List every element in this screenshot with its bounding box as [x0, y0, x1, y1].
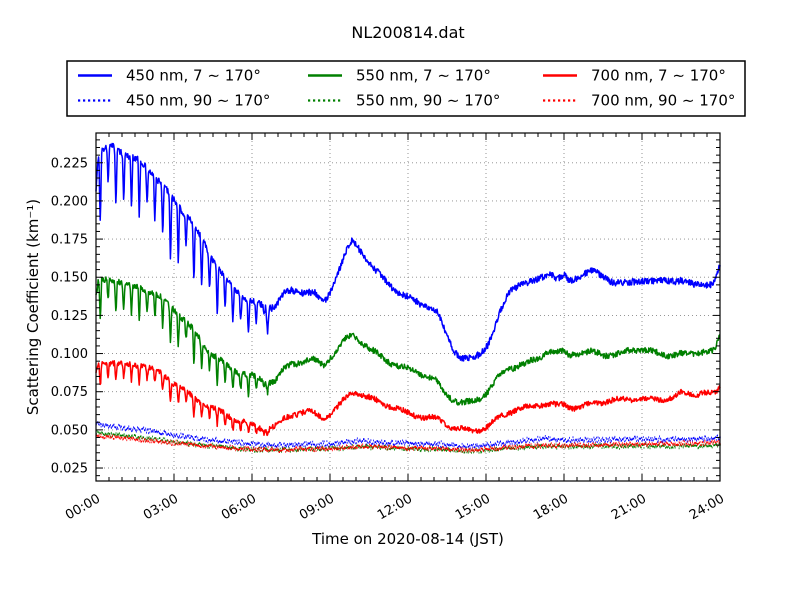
legend-item-label: 700 nm, 7 ∼ 170°: [591, 67, 726, 85]
axis-ticks: [95, 133, 721, 481]
y-tick-label: 0.100: [51, 347, 88, 362]
plot-area: [96, 133, 720, 481]
legend-item-label: 700 nm, 90 ∼ 170°: [591, 92, 735, 110]
chart-title: NL200814.dat: [351, 23, 464, 42]
legend-box: [66, 60, 746, 117]
y-tick-label: 0.175: [51, 233, 88, 248]
y-tick-label: 0.025: [51, 462, 88, 477]
legend-item-450nm-7-170: 450 nm, 7 ∼ 170°: [78, 67, 261, 85]
legend-item-label: 550 nm, 7 ∼ 170°: [356, 67, 491, 85]
legend-item-label: 550 nm, 90 ∼ 170°: [356, 92, 500, 110]
legend-item-550nm-90-170: 550 nm, 90 ∼ 170°: [308, 92, 500, 110]
y-tick-label: 0.225: [51, 156, 88, 171]
y-tick-label: 0.200: [51, 194, 88, 209]
y-tick-label: 0.150: [51, 271, 88, 286]
y-tick-label: 0.075: [51, 385, 88, 400]
y-axis-label: Scattering Coefficient (km⁻¹): [24, 199, 42, 415]
legend-item-700nm-90-170: 700 nm, 90 ∼ 170°: [543, 92, 735, 110]
series-line-550nm-7-170: [95, 276, 721, 406]
series-line-700nm-7-170: [95, 359, 721, 437]
legend-item-label: 450 nm, 7 ∼ 170°: [126, 67, 261, 85]
x-axis-label: Time on 2020-08-14 (JST): [311, 530, 504, 548]
y-tick-label: 0.125: [51, 309, 88, 324]
legend-item-550nm-7-170: 550 nm, 7 ∼ 170°: [308, 67, 491, 85]
legend: 450 nm, 7 ∼ 170° 550 nm, 7 ∼ 170° 700 nm…: [66, 60, 746, 117]
legend-item-label: 450 nm, 90 ∼ 170°: [126, 92, 270, 110]
legend-item-450nm-90-170: 450 nm, 90 ∼ 170°: [78, 92, 270, 110]
series-line-450nm-7-170: [95, 142, 721, 362]
legend-item-700nm-7-170: 700 nm, 7 ∼ 170°: [543, 67, 726, 85]
y-tick-label: 0.050: [51, 423, 88, 438]
